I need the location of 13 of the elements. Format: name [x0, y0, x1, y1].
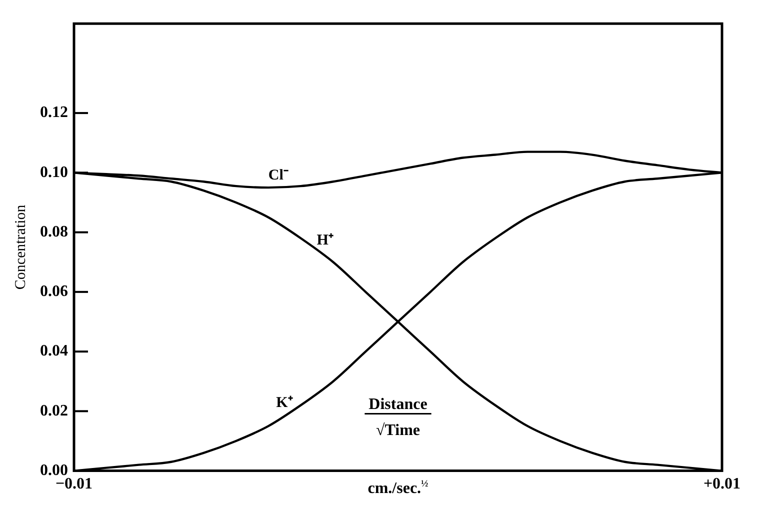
series-label: H⁺ [316, 232, 334, 248]
y-tick-label: 0.08 [40, 223, 68, 240]
y-tick-label: 0.02 [40, 402, 68, 420]
x-tick-label: +0.01 [703, 476, 741, 493]
y-axis-title: Concentration [12, 204, 29, 290]
series-label: Cl⁻ [268, 168, 288, 184]
series-label: K⁺ [276, 395, 293, 412]
y-tick-label: 0.06 [40, 283, 68, 300]
annotation: Distance [368, 396, 428, 413]
y-tick-label: 0.04 [40, 342, 68, 360]
y-tick-label: 0.12 [40, 104, 68, 122]
y-tick-label: 0.10 [40, 164, 68, 181]
annotation: √Time [376, 422, 420, 439]
